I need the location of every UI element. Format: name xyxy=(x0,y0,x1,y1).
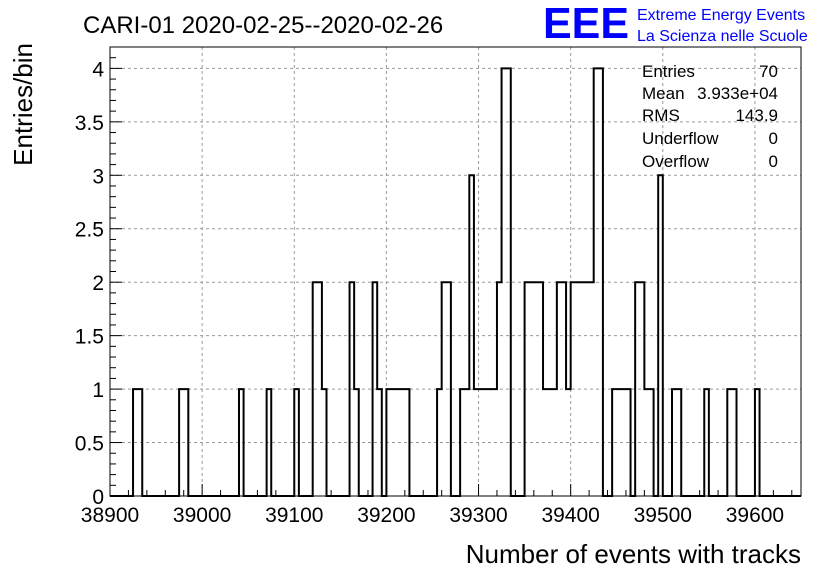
y-tick-label-2: 1 xyxy=(92,379,104,402)
plot-border xyxy=(109,46,802,497)
chart-title: CARI-01 2020-02-25--2020-02-26 xyxy=(83,12,443,39)
stats-mean-value: 3.933e+04 xyxy=(697,84,778,103)
axis-ticks xyxy=(109,46,793,497)
x-tick-label-7: 39600 xyxy=(726,504,784,527)
y-tick-label-5: 2.5 xyxy=(75,219,104,242)
stats-entries-value: 70 xyxy=(759,62,778,81)
x-tick-label-0: 38900 xyxy=(81,504,139,527)
stats-box: Entries 70 Mean 3.933e+04 RMS 143.9 Unde… xyxy=(642,62,778,171)
x-tick-label-6: 39500 xyxy=(634,504,692,527)
histogram-line xyxy=(110,67,801,497)
grid xyxy=(110,47,801,496)
y-tick-label-8: 4 xyxy=(92,58,104,81)
x-tick-label-1: 39000 xyxy=(173,504,231,527)
x-tick-label-5: 39400 xyxy=(541,504,599,527)
y-tick-label-4: 2 xyxy=(92,272,104,295)
tick-labels: 38900 39000 39100 39200 39300 39400 39500 39600… xyxy=(75,58,784,527)
stats-entries-label: Entries xyxy=(642,62,695,81)
stats-rms-label: RMS xyxy=(642,106,680,125)
x-tick-label-3: 39200 xyxy=(357,504,415,527)
logo-mark: EEE xyxy=(543,0,629,48)
x-tick-label-4: 39300 xyxy=(449,504,507,527)
stats-overflow-label: Overflow xyxy=(642,152,710,171)
logo-line-2: La Scienza nelle Scuole xyxy=(637,28,808,45)
y-tick-label-1: 0.5 xyxy=(75,433,104,456)
y-tick-label-3: 1.5 xyxy=(75,326,104,349)
plot-frame xyxy=(109,46,802,497)
stats-mean-label: Mean xyxy=(642,84,685,103)
y-tick-label-6: 3 xyxy=(92,165,104,188)
eee-logo: EEE Extreme Energy Events La Scienza nel… xyxy=(543,0,808,48)
stats-overflow-value: 0 xyxy=(769,152,778,171)
logo-line-1: Extreme Energy Events xyxy=(637,7,805,24)
x-tick-label-2: 39100 xyxy=(265,504,323,527)
y-axis-label: Entries/bin xyxy=(8,43,38,166)
stats-underflow-label: Underflow xyxy=(642,129,719,148)
stats-rms-value: 143.9 xyxy=(735,106,778,125)
y-tick-label-7: 3.5 xyxy=(75,112,104,135)
histogram-series xyxy=(110,67,801,497)
y-tick-label-0: 0 xyxy=(92,486,104,509)
x-axis-label: Number of events with tracks xyxy=(466,539,801,569)
stats-underflow-value: 0 xyxy=(769,129,778,148)
